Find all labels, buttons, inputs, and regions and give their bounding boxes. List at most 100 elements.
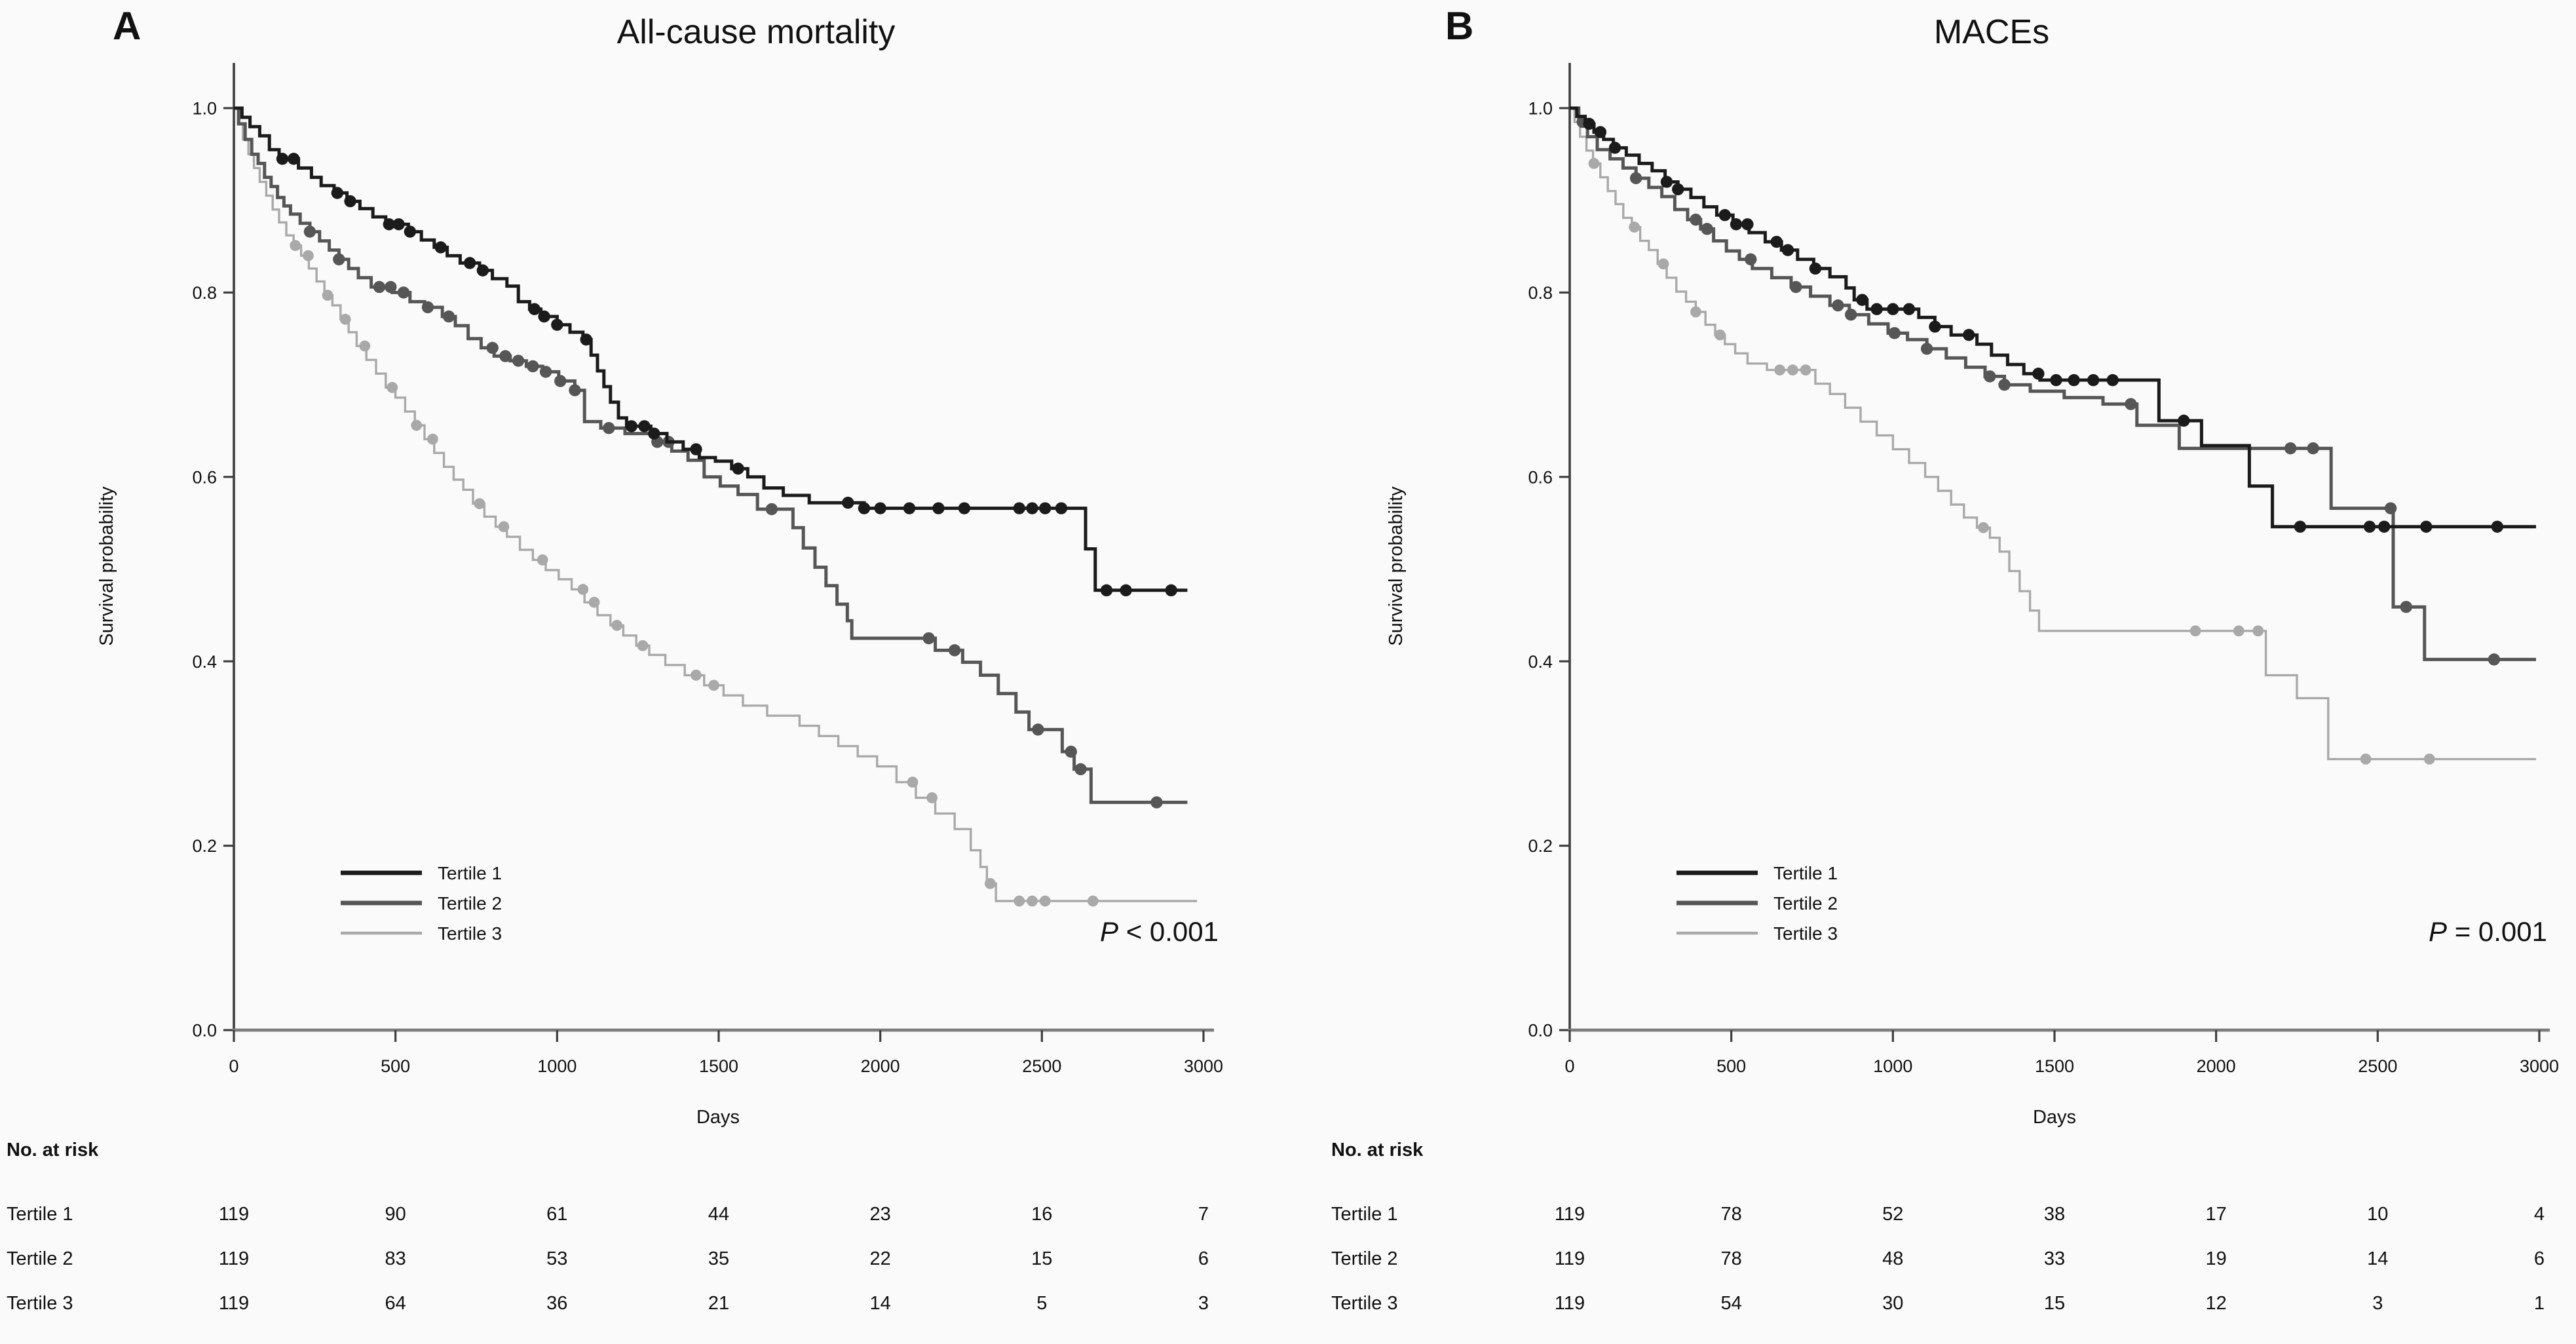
censor-mark — [2360, 753, 2372, 765]
y-tick-label: 0.8 — [1528, 283, 1553, 303]
risk-row-label: Tertile 1 — [1331, 1204, 1398, 1225]
x-tick-label: 2500 — [1022, 1056, 1061, 1076]
risk-count: 12 — [2205, 1294, 2227, 1315]
censor-mark — [1903, 303, 1916, 315]
censor-mark — [385, 280, 397, 294]
censor-mark — [397, 286, 410, 299]
censor-mark — [527, 360, 539, 373]
censor-mark — [1672, 183, 1684, 196]
censor-mark — [1888, 327, 1901, 339]
censor-mark — [1984, 370, 1996, 383]
p-text: < 0.001 — [1118, 917, 1219, 948]
censor-mark — [554, 375, 567, 387]
censor-mark — [331, 187, 344, 199]
risk-count: 23 — [869, 1204, 891, 1225]
risk-row-label: Tertile 3 — [7, 1294, 73, 1315]
censor-mark — [580, 333, 592, 346]
y-tick-label: 0.6 — [192, 467, 217, 487]
censor-mark — [551, 318, 563, 331]
x-tick-label: 2000 — [2197, 1056, 2236, 1076]
censor-mark — [537, 554, 548, 566]
risk-count: 16 — [1031, 1204, 1053, 1225]
censor-mark — [2378, 520, 2391, 533]
censor-mark — [486, 341, 499, 355]
x-tick-label: 500 — [1716, 1056, 1746, 1076]
panel-b-letter: B — [1445, 5, 1474, 48]
y-tick-label: 0.2 — [192, 836, 217, 856]
x-tick-label: 3000 — [1184, 1056, 1223, 1076]
censor-mark — [2420, 520, 2433, 533]
censor-mark — [2178, 414, 2190, 427]
censor-mark — [958, 502, 971, 514]
censor-mark — [1039, 895, 1051, 907]
y-tick-label: 0.0 — [1528, 1021, 1553, 1041]
censor-mark — [708, 680, 719, 691]
censor-mark — [1741, 218, 1754, 231]
risk-count: 19 — [2205, 1249, 2227, 1270]
km-curve-tertile-3 — [1570, 107, 2536, 761]
x-tick-label: 2000 — [861, 1056, 900, 1076]
censor-mark — [387, 381, 398, 393]
censor-mark — [1629, 221, 1640, 233]
censor-mark — [427, 433, 438, 445]
censor-mark — [1608, 142, 1621, 154]
censor-mark — [1165, 584, 1177, 597]
censor-mark — [1027, 895, 1038, 907]
censor-mark — [2423, 753, 2435, 765]
censor-mark — [638, 420, 651, 432]
censor-mark — [765, 503, 778, 516]
x-tick-label: 2500 — [2358, 1056, 2397, 1076]
censor-mark — [303, 225, 316, 238]
censor-mark — [625, 420, 637, 432]
panel-a-ylabel: Survival probability — [97, 486, 118, 646]
risk-row-label: Tertile 3 — [1331, 1294, 1398, 1315]
censor-mark — [2307, 442, 2319, 455]
censor-mark — [344, 195, 356, 208]
censor-mark — [1065, 745, 1077, 758]
risk-count: 15 — [1031, 1249, 1053, 1270]
censor-mark — [1730, 218, 1743, 231]
risk-count: 90 — [385, 1204, 406, 1225]
risk-count: 36 — [546, 1294, 568, 1315]
censor-mark — [333, 253, 345, 265]
risk-count: 54 — [1720, 1294, 1742, 1315]
censor-mark — [528, 303, 540, 315]
censor-mark — [1929, 320, 1941, 333]
censor-mark — [2068, 374, 2080, 387]
legend-label-1: Tertile 1 — [438, 863, 502, 883]
censor-mark — [1013, 895, 1025, 907]
censor-mark — [499, 350, 512, 362]
risk-count: 83 — [385, 1249, 406, 1270]
risk-count: 64 — [385, 1294, 406, 1315]
legend-label-1: Tertile 1 — [1773, 863, 1838, 883]
censor-mark — [648, 427, 660, 440]
risk-count: 119 — [1554, 1204, 1585, 1225]
censor-mark — [732, 462, 744, 475]
censor-mark — [2384, 502, 2397, 514]
censor-mark — [1714, 329, 1726, 341]
censor-mark — [442, 310, 455, 323]
risk-row-label: Tertile 1 — [7, 1204, 73, 1225]
risk-count: 3 — [1198, 1294, 1209, 1315]
censor-mark — [1770, 235, 1783, 248]
censor-mark — [932, 502, 945, 514]
censor-mark — [339, 313, 351, 325]
censor-mark — [2488, 653, 2501, 666]
censor-mark — [1774, 364, 1786, 375]
censor-mark — [1781, 244, 1794, 256]
censor-mark — [1013, 502, 1026, 514]
censor-mark — [303, 250, 314, 261]
censor-mark — [1150, 796, 1163, 809]
censor-mark — [1074, 763, 1087, 776]
risk-count: 15 — [2043, 1294, 2066, 1315]
x-tick-label: 1500 — [699, 1056, 738, 1076]
censor-mark — [434, 241, 447, 254]
censor-mark — [392, 218, 405, 231]
panel-b-ylabel: Survival probability — [1386, 486, 1407, 646]
censor-mark — [2032, 368, 2045, 380]
km-curve-tertile-1 — [1570, 106, 2536, 529]
p-symbol: P — [1100, 917, 1119, 948]
censor-mark — [1920, 343, 1933, 355]
censor-mark — [474, 498, 485, 510]
